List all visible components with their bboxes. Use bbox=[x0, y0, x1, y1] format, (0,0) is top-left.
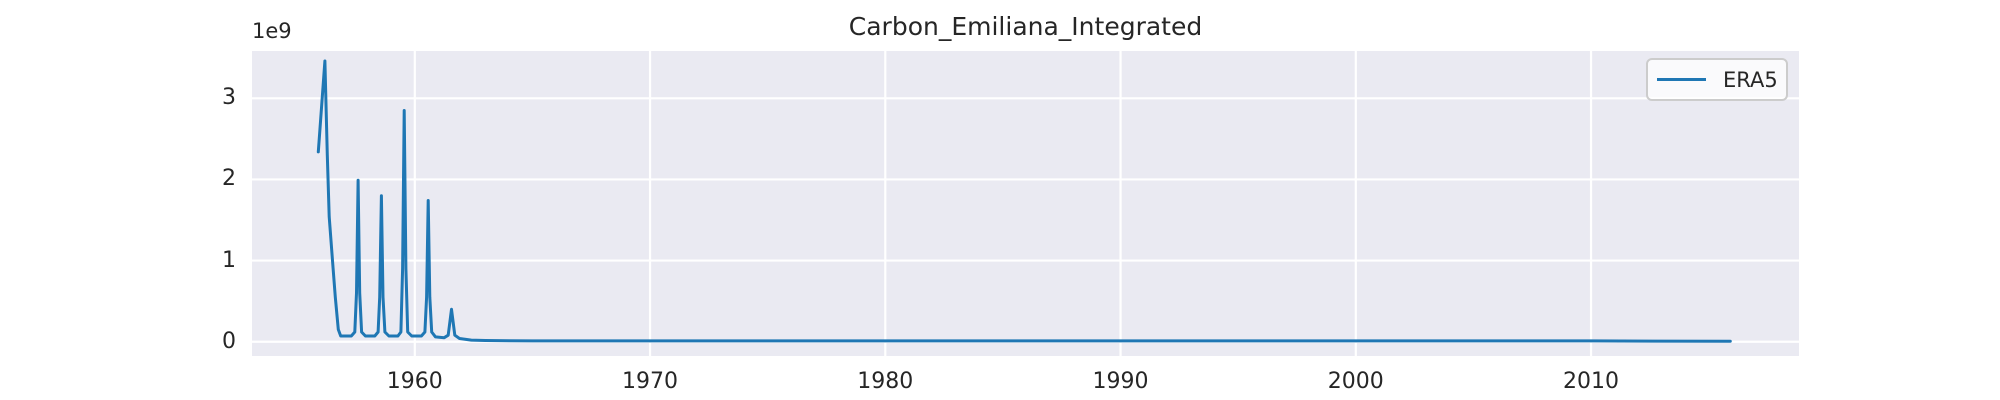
x-tick-label: 1960 bbox=[386, 369, 443, 394]
x-tick-label: 2010 bbox=[1563, 369, 1620, 394]
x-tick-label: 1970 bbox=[622, 369, 679, 394]
chart-title: Carbon_Emiliana_Integrated bbox=[848, 12, 1203, 41]
x-tick-label: 1990 bbox=[1092, 369, 1149, 394]
y-tick-label: 3 bbox=[222, 85, 236, 111]
legend: ERA5 bbox=[1646, 58, 1788, 101]
x-tick-label: 1980 bbox=[857, 369, 914, 394]
x-tick-label: 2000 bbox=[1327, 369, 1384, 394]
y-axis-offset-label: 1e9 bbox=[252, 19, 292, 43]
y-tick-label: 2 bbox=[222, 166, 236, 192]
legend-series-label: ERA5 bbox=[1723, 67, 1778, 92]
plot-area: ERA5 bbox=[252, 51, 1799, 356]
y-tick-label: 0 bbox=[222, 328, 236, 354]
y-tick-label: 1 bbox=[222, 247, 236, 273]
legend-line-swatch bbox=[1657, 78, 1706, 81]
series-line-era5 bbox=[316, 59, 1732, 343]
line-chart-canvas bbox=[252, 51, 1799, 356]
